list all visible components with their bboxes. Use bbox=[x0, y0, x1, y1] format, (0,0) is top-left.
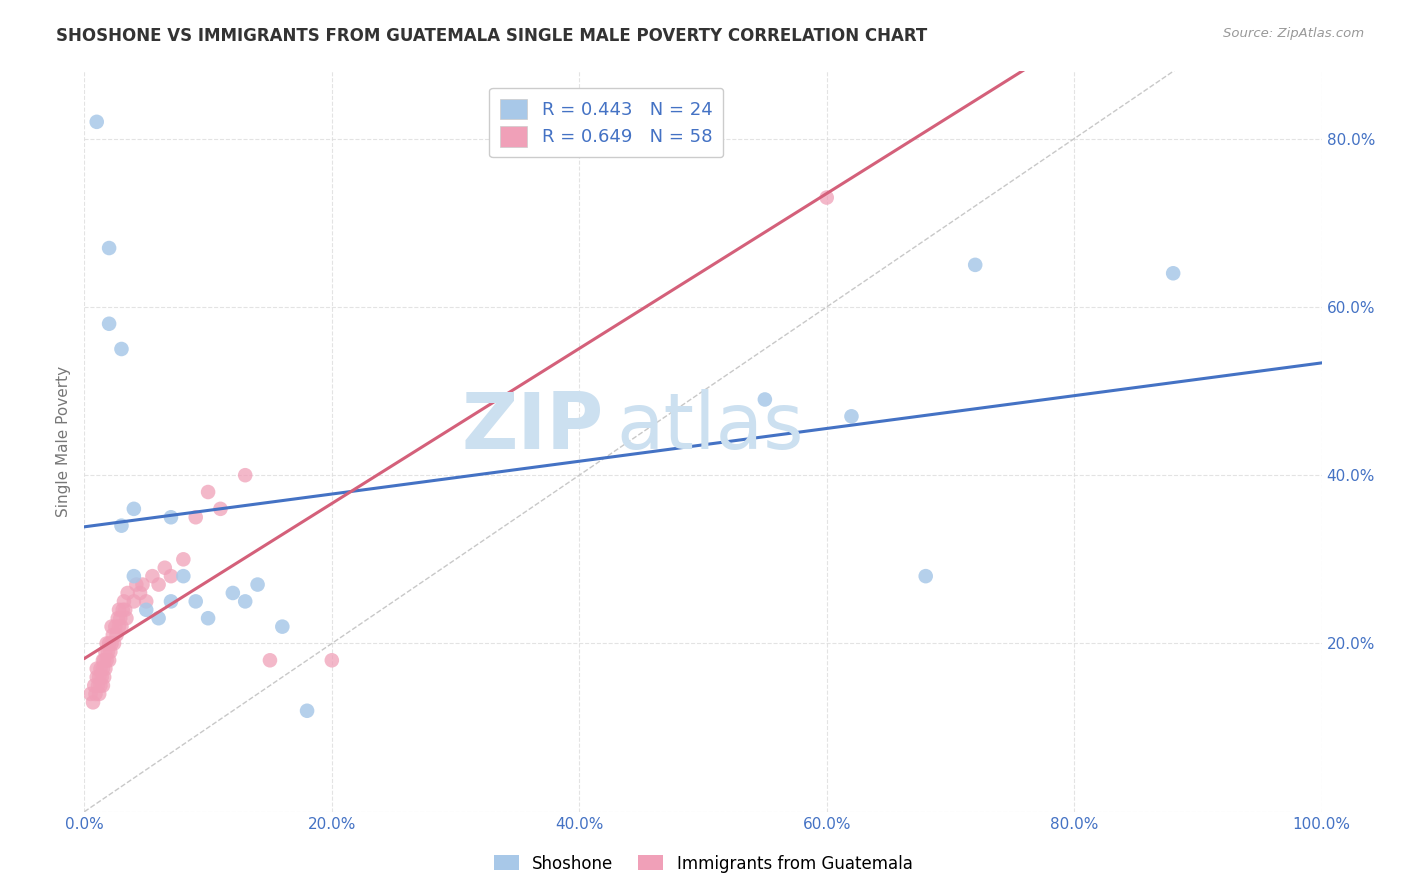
Point bbox=[100, 619, 122, 633]
Point bbox=[94, 662, 117, 676]
Text: SHOSHONE VS IMMIGRANTS FROM GUATEMALA SINGLE MALE POVERTY CORRELATION CHART: SHOSHONE VS IMMIGRANTS FROM GUATEMALA SI… bbox=[56, 27, 928, 45]
Point bbox=[86, 670, 108, 684]
Point bbox=[246, 577, 269, 591]
Text: Source: ZipAtlas.com: Source: ZipAtlas.com bbox=[1223, 27, 1364, 40]
Point bbox=[89, 687, 111, 701]
Point bbox=[125, 577, 148, 591]
Point bbox=[965, 258, 987, 272]
Point bbox=[815, 190, 838, 204]
Point bbox=[135, 594, 157, 608]
Point bbox=[209, 501, 232, 516]
Point bbox=[141, 569, 163, 583]
Point bbox=[321, 653, 343, 667]
Point bbox=[97, 645, 120, 659]
Point bbox=[98, 241, 121, 255]
Point bbox=[98, 653, 121, 667]
Point bbox=[91, 653, 114, 667]
Point bbox=[98, 636, 121, 650]
Point bbox=[89, 670, 111, 684]
Point bbox=[110, 518, 132, 533]
Point bbox=[98, 317, 121, 331]
Point bbox=[94, 645, 117, 659]
Text: atlas: atlas bbox=[616, 389, 804, 465]
Point bbox=[107, 611, 129, 625]
Point bbox=[148, 577, 170, 591]
Point bbox=[100, 636, 122, 650]
Point bbox=[160, 569, 183, 583]
Point bbox=[108, 603, 131, 617]
Point bbox=[110, 342, 132, 356]
Point bbox=[108, 619, 131, 633]
Point bbox=[105, 628, 128, 642]
Point bbox=[271, 619, 294, 633]
Point bbox=[114, 603, 136, 617]
Point bbox=[86, 662, 108, 676]
Point bbox=[91, 662, 114, 676]
Point bbox=[103, 636, 125, 650]
Point bbox=[172, 569, 194, 583]
Point bbox=[841, 409, 863, 424]
Point bbox=[90, 670, 112, 684]
Point bbox=[160, 594, 183, 608]
Point bbox=[160, 510, 183, 524]
Point bbox=[259, 653, 281, 667]
Point bbox=[153, 560, 176, 574]
Point bbox=[115, 611, 138, 625]
Point bbox=[295, 704, 318, 718]
Point bbox=[129, 586, 152, 600]
Point bbox=[914, 569, 936, 583]
Point bbox=[87, 679, 110, 693]
Point bbox=[135, 603, 157, 617]
Point bbox=[79, 687, 101, 701]
Point bbox=[82, 695, 104, 709]
Point bbox=[89, 662, 111, 676]
Text: ZIP: ZIP bbox=[461, 389, 605, 465]
Point bbox=[110, 611, 132, 625]
Point bbox=[197, 611, 219, 625]
Point bbox=[111, 603, 134, 617]
Point bbox=[131, 577, 153, 591]
Point bbox=[101, 628, 124, 642]
Point bbox=[117, 586, 139, 600]
Legend: R = 0.443   N = 24, R = 0.649   N = 58: R = 0.443 N = 24, R = 0.649 N = 58 bbox=[489, 87, 723, 158]
Point bbox=[222, 586, 245, 600]
Point bbox=[89, 679, 111, 693]
Point bbox=[84, 687, 107, 701]
Legend: Shoshone, Immigrants from Guatemala: Shoshone, Immigrants from Guatemala bbox=[486, 848, 920, 880]
Point bbox=[184, 510, 207, 524]
Point bbox=[98, 645, 121, 659]
Point bbox=[122, 594, 145, 608]
Point bbox=[93, 653, 115, 667]
Point bbox=[96, 653, 118, 667]
Point bbox=[148, 611, 170, 625]
Point bbox=[91, 679, 114, 693]
Point bbox=[104, 619, 127, 633]
Point bbox=[83, 679, 105, 693]
Point bbox=[110, 619, 132, 633]
Point bbox=[233, 468, 256, 483]
Point bbox=[122, 501, 145, 516]
Point bbox=[122, 569, 145, 583]
Y-axis label: Single Male Poverty: Single Male Poverty bbox=[56, 366, 72, 517]
Point bbox=[93, 670, 115, 684]
Point bbox=[96, 636, 118, 650]
Point bbox=[184, 594, 207, 608]
Point bbox=[172, 552, 194, 566]
Point bbox=[86, 115, 108, 129]
Point bbox=[754, 392, 776, 407]
Point bbox=[112, 594, 135, 608]
Point bbox=[197, 485, 219, 500]
Point bbox=[233, 594, 256, 608]
Point bbox=[1161, 266, 1184, 280]
